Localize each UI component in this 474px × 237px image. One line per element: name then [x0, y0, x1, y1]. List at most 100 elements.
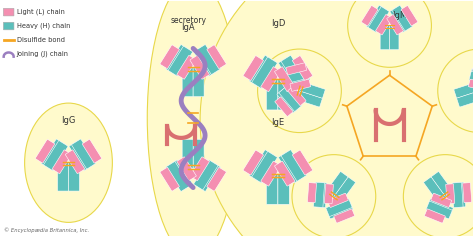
FancyBboxPatch shape [190, 157, 210, 181]
FancyBboxPatch shape [361, 5, 378, 26]
FancyBboxPatch shape [427, 199, 453, 217]
FancyBboxPatch shape [168, 160, 192, 190]
FancyBboxPatch shape [390, 25, 399, 50]
FancyBboxPatch shape [249, 150, 274, 181]
FancyBboxPatch shape [72, 139, 96, 169]
FancyBboxPatch shape [455, 182, 465, 207]
FancyBboxPatch shape [308, 183, 317, 203]
FancyBboxPatch shape [463, 183, 472, 203]
FancyBboxPatch shape [278, 151, 304, 183]
FancyBboxPatch shape [193, 68, 204, 97]
FancyBboxPatch shape [166, 161, 190, 191]
Ellipse shape [25, 103, 112, 222]
FancyBboxPatch shape [278, 174, 289, 204]
FancyBboxPatch shape [328, 193, 348, 207]
Text: Light (L) chain: Light (L) chain [17, 9, 64, 15]
FancyBboxPatch shape [274, 161, 295, 186]
FancyBboxPatch shape [313, 182, 325, 207]
Text: IgG: IgG [61, 116, 76, 125]
FancyBboxPatch shape [469, 71, 474, 86]
FancyBboxPatch shape [380, 25, 390, 50]
FancyBboxPatch shape [261, 161, 281, 186]
Ellipse shape [438, 49, 474, 132]
FancyBboxPatch shape [473, 86, 474, 106]
FancyBboxPatch shape [468, 79, 474, 91]
FancyBboxPatch shape [334, 209, 355, 223]
FancyBboxPatch shape [279, 87, 302, 111]
FancyBboxPatch shape [194, 46, 218, 76]
FancyBboxPatch shape [292, 150, 313, 175]
FancyBboxPatch shape [278, 80, 289, 110]
Ellipse shape [200, 0, 474, 237]
FancyBboxPatch shape [473, 63, 474, 75]
FancyBboxPatch shape [431, 193, 452, 207]
FancyBboxPatch shape [69, 162, 80, 191]
FancyBboxPatch shape [207, 45, 226, 69]
Ellipse shape [147, 0, 239, 237]
FancyBboxPatch shape [286, 63, 307, 75]
FancyBboxPatch shape [44, 141, 68, 171]
FancyBboxPatch shape [387, 14, 403, 35]
Text: IgD: IgD [271, 18, 285, 27]
FancyBboxPatch shape [290, 79, 311, 91]
FancyBboxPatch shape [390, 7, 411, 32]
Text: IgA: IgA [182, 23, 195, 32]
FancyBboxPatch shape [52, 150, 72, 174]
FancyBboxPatch shape [401, 5, 418, 26]
FancyBboxPatch shape [274, 67, 295, 92]
FancyBboxPatch shape [326, 172, 348, 197]
FancyBboxPatch shape [168, 46, 192, 76]
FancyBboxPatch shape [65, 150, 85, 174]
FancyBboxPatch shape [249, 55, 274, 87]
FancyBboxPatch shape [182, 139, 193, 168]
FancyBboxPatch shape [326, 199, 352, 217]
FancyBboxPatch shape [243, 56, 264, 81]
FancyBboxPatch shape [368, 7, 389, 32]
Text: Heavy (H) chain: Heavy (H) chain [17, 23, 70, 29]
FancyBboxPatch shape [35, 139, 55, 163]
FancyBboxPatch shape [334, 177, 356, 202]
FancyBboxPatch shape [327, 201, 353, 219]
FancyBboxPatch shape [424, 177, 446, 202]
FancyBboxPatch shape [182, 68, 193, 97]
FancyBboxPatch shape [82, 139, 102, 163]
FancyBboxPatch shape [426, 201, 452, 219]
Text: © Encyclopædia Britannica, Inc.: © Encyclopædia Britannica, Inc. [4, 228, 89, 233]
FancyBboxPatch shape [160, 167, 179, 191]
FancyBboxPatch shape [392, 5, 413, 31]
FancyBboxPatch shape [283, 69, 310, 84]
FancyBboxPatch shape [284, 71, 310, 86]
FancyBboxPatch shape [266, 174, 278, 204]
FancyBboxPatch shape [41, 139, 65, 169]
FancyBboxPatch shape [252, 151, 277, 183]
Text: Joining (J) chain: Joining (J) chain [17, 51, 69, 57]
FancyBboxPatch shape [266, 80, 278, 110]
FancyBboxPatch shape [252, 57, 277, 88]
FancyBboxPatch shape [431, 172, 453, 197]
FancyBboxPatch shape [243, 150, 264, 175]
FancyBboxPatch shape [275, 97, 293, 117]
FancyBboxPatch shape [424, 209, 445, 223]
Text: Disulfide bond: Disulfide bond [17, 37, 64, 43]
FancyBboxPatch shape [207, 167, 226, 191]
FancyBboxPatch shape [324, 184, 333, 204]
FancyBboxPatch shape [177, 55, 196, 79]
FancyBboxPatch shape [375, 14, 392, 35]
Text: secretory: secretory [170, 16, 206, 25]
FancyBboxPatch shape [177, 157, 196, 181]
FancyBboxPatch shape [3, 8, 14, 16]
Text: IgM: IgM [392, 11, 407, 20]
FancyBboxPatch shape [190, 55, 210, 79]
Ellipse shape [223, 95, 333, 237]
FancyBboxPatch shape [456, 91, 474, 107]
FancyBboxPatch shape [277, 88, 300, 113]
FancyBboxPatch shape [57, 162, 69, 191]
Text: IgE: IgE [271, 118, 284, 127]
FancyBboxPatch shape [296, 91, 322, 107]
Ellipse shape [292, 155, 376, 237]
FancyBboxPatch shape [292, 56, 313, 81]
FancyBboxPatch shape [69, 141, 93, 171]
FancyBboxPatch shape [278, 57, 304, 88]
FancyBboxPatch shape [288, 86, 306, 106]
FancyBboxPatch shape [446, 184, 455, 204]
